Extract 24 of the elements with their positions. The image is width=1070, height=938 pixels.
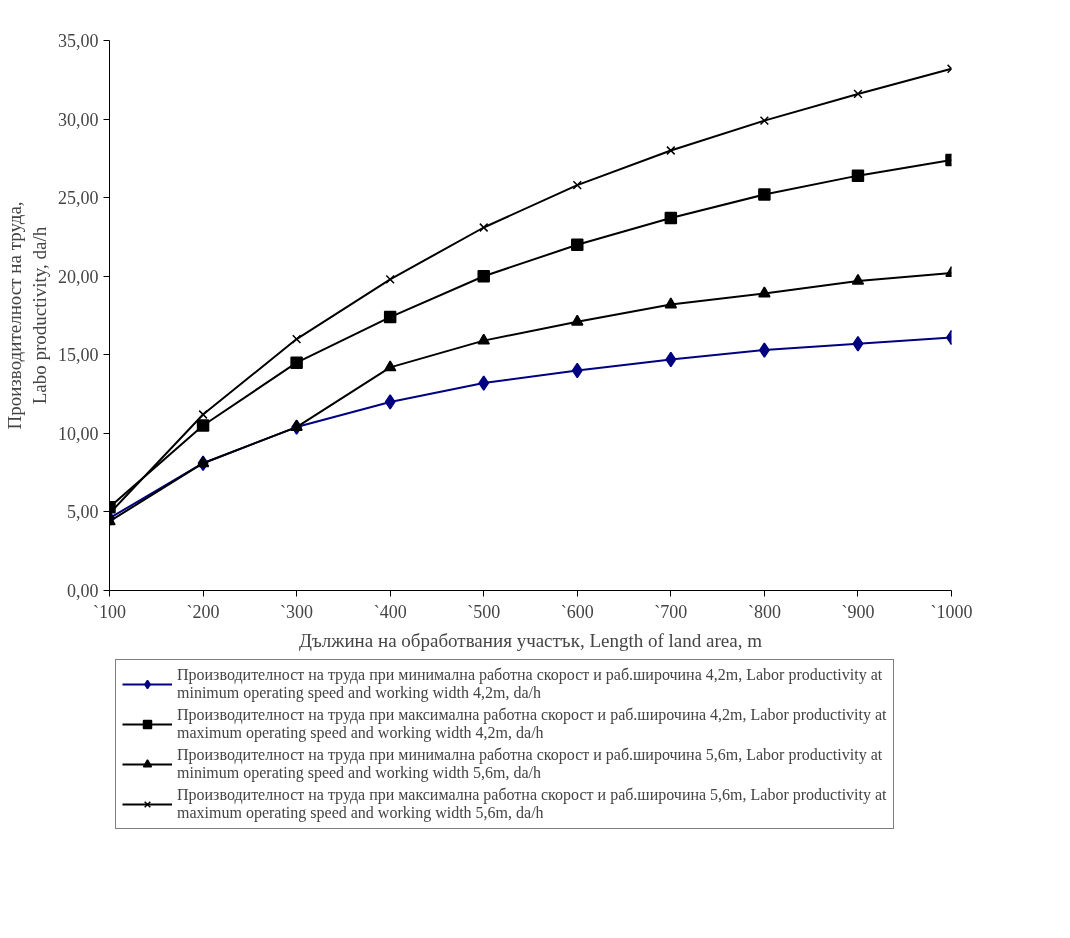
y-tick-label: 10,00	[58, 423, 99, 444]
x-tick-label: `700	[654, 601, 688, 622]
x-tick-label: `300	[280, 601, 314, 622]
y-tick-label: 20,00	[58, 266, 99, 287]
y-tick-label: 25,00	[58, 188, 99, 209]
y-tick-label: 15,00	[58, 345, 99, 366]
x-tick-label: `200	[186, 601, 220, 622]
x-tick-label: `1000	[930, 601, 973, 622]
x-tick-label: `800	[747, 601, 781, 622]
legend-label: Производителност на труда при максимална работна скорост и раб.широчина 4,2m, Labor productivity at maximum operating speed and working width 4,2m, da/h	[177, 706, 887, 742]
y-axis-title: Производителност на труда, Labo productivity, da/h	[3, 201, 50, 430]
y-tick-label: 30,00	[58, 109, 99, 130]
y-tick-label: 5,00	[67, 502, 99, 523]
legend-label: Производителност на труда при минимална работна скорост и раб.широчина 5,6m, Labor productivity at minimum operating speed and working width 5,6m, da/h	[177, 746, 883, 782]
x-tick-label: `600	[560, 601, 594, 622]
x-tick-label: `900	[841, 601, 875, 622]
y-tick-label: 0,00	[67, 581, 99, 601]
x-tick-label: `100	[93, 601, 126, 622]
y-tick-label: 35,00	[58, 31, 99, 51]
x-tick-label: `500	[467, 601, 501, 622]
x-axis-title: Дължина на обработвания участък, Length of land area, m	[299, 629, 763, 651]
legend-label: Производителност на труда при минимална работна скорост и раб.широчина 4,2m, Labor productivity at minimum operating speed and working width 4,2m, da/h	[177, 666, 883, 702]
x-tick-label: `400	[373, 601, 407, 622]
legend-label: Производителност на труда при максимална работна скорост и раб.широчина 5,6m, Labor productivity at maximum operating speed and working width 5,6m, da/h	[177, 786, 887, 822]
